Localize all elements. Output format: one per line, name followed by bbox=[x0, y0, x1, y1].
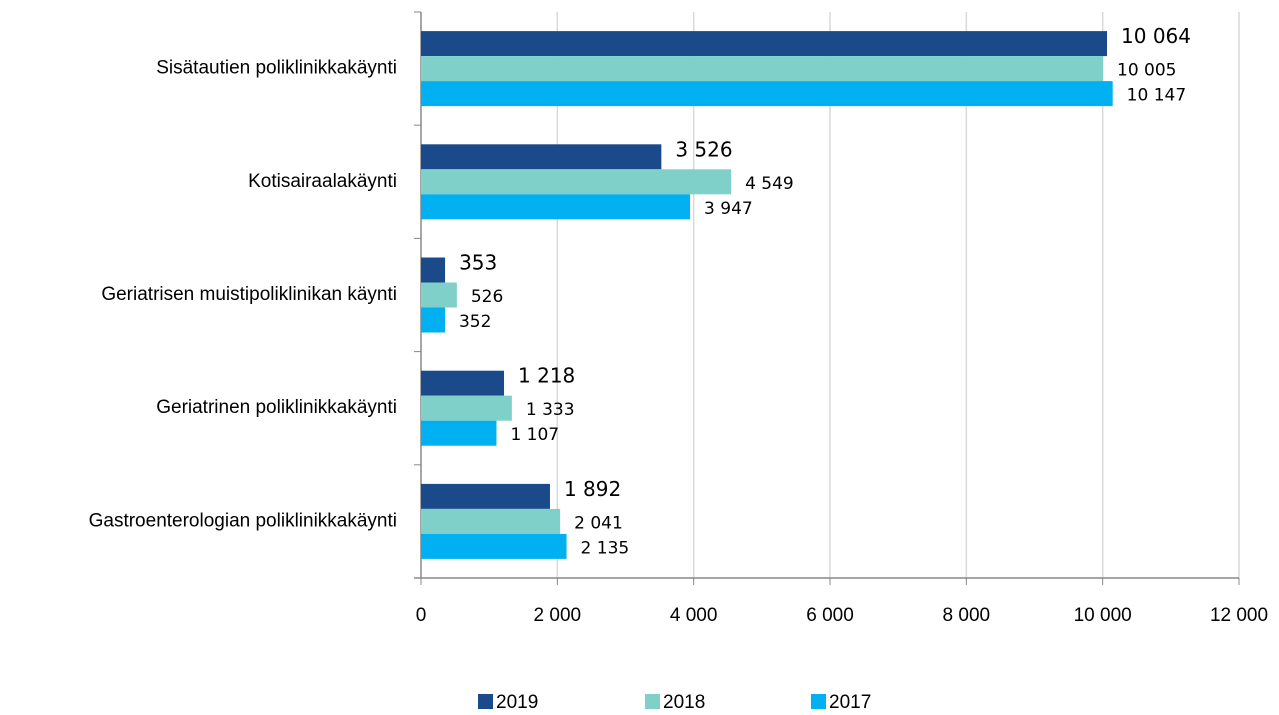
data-label: 2 041 bbox=[574, 513, 623, 533]
bar bbox=[421, 370, 505, 396]
bar bbox=[421, 81, 1113, 107]
category-label: Geriatrinen poliklinikkakäynti bbox=[156, 397, 397, 418]
bar bbox=[421, 533, 567, 559]
x-tick-label: 0 bbox=[416, 605, 427, 626]
bar bbox=[421, 395, 512, 421]
data-label: 3 947 bbox=[704, 199, 753, 219]
data-label: 10 064 bbox=[1121, 24, 1191, 48]
legend-label: 2018 bbox=[663, 692, 705, 713]
data-label: 10 147 bbox=[1127, 86, 1186, 106]
x-tick-label: 2 000 bbox=[534, 605, 582, 626]
legend-label: 2017 bbox=[829, 692, 871, 713]
category-label: Sisätautien poliklinikkakäynti bbox=[156, 58, 397, 79]
bar bbox=[421, 508, 561, 534]
bar bbox=[421, 483, 550, 509]
legend-swatch bbox=[811, 694, 826, 709]
category-label: Kotisairaalakäynti bbox=[248, 171, 397, 192]
data-label: 10 005 bbox=[1117, 61, 1176, 81]
data-label: 1 892 bbox=[564, 477, 621, 501]
data-label: 526 bbox=[471, 287, 503, 307]
category-label: Gastroenterologian poliklinikkakäynti bbox=[89, 510, 397, 531]
legend-swatch bbox=[478, 694, 493, 709]
bar bbox=[421, 194, 691, 220]
x-tick-label: 12 000 bbox=[1210, 605, 1268, 626]
x-tick-label: 6 000 bbox=[806, 605, 854, 626]
x-tick-label: 10 000 bbox=[1074, 605, 1132, 626]
bar bbox=[421, 56, 1104, 82]
data-label: 1 107 bbox=[510, 425, 559, 445]
bar bbox=[421, 282, 457, 308]
category-label: Geriatrisen muistipoliklinikan käynti bbox=[101, 284, 397, 305]
data-label: 2 135 bbox=[581, 538, 630, 558]
data-label: 1 218 bbox=[518, 364, 575, 388]
legend-swatch bbox=[645, 694, 660, 709]
legend-label: 2019 bbox=[496, 692, 538, 713]
bar bbox=[421, 257, 446, 283]
bar bbox=[421, 169, 732, 195]
data-label: 352 bbox=[459, 312, 491, 332]
bar bbox=[421, 307, 445, 333]
bar bbox=[421, 144, 662, 170]
data-label: 1 333 bbox=[526, 400, 575, 420]
x-tick-label: 4 000 bbox=[670, 605, 718, 626]
data-label: 4 549 bbox=[745, 174, 794, 194]
x-tick-label: 8 000 bbox=[943, 605, 991, 626]
bar bbox=[421, 31, 1108, 57]
data-label: 3 526 bbox=[675, 137, 732, 161]
data-label: 353 bbox=[459, 251, 497, 275]
bar bbox=[421, 420, 497, 446]
